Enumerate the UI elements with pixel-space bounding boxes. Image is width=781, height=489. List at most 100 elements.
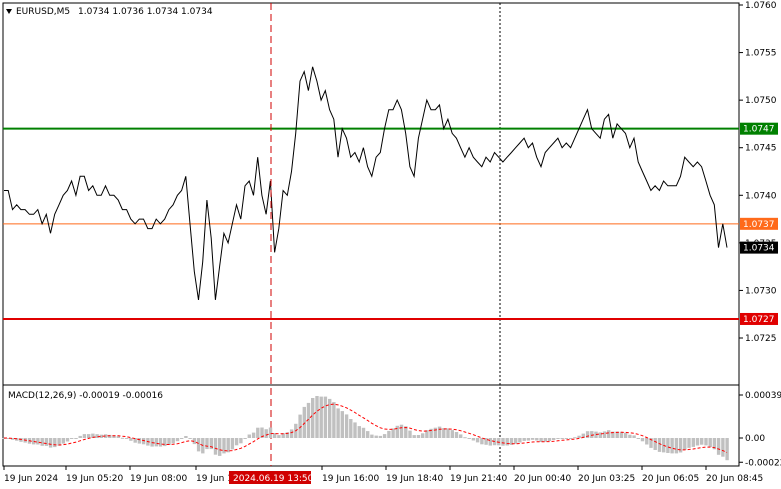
macd-bar xyxy=(234,438,239,446)
macd-tick-label: -0.00022 xyxy=(745,458,781,468)
macd-bar xyxy=(691,438,695,447)
macd-tick-label: 0.00 xyxy=(745,434,765,444)
macd-bar xyxy=(180,438,184,439)
price-tick-label: 1.0760 xyxy=(745,1,777,11)
macd-bar xyxy=(636,438,640,439)
macd-bar xyxy=(370,434,374,438)
macd-bar xyxy=(319,396,323,438)
macd-bar xyxy=(649,438,653,448)
price-axis: 1.07601.07551.07501.07451.07401.07351.07… xyxy=(739,1,777,344)
macd-bar xyxy=(125,438,129,439)
macd-bar xyxy=(530,438,535,440)
macd-bar xyxy=(666,438,670,453)
macd-bar xyxy=(399,424,404,438)
macd-bar xyxy=(57,438,61,446)
macd-bar xyxy=(556,438,560,439)
macd-bar xyxy=(560,438,564,439)
macd-bar xyxy=(683,438,687,450)
time-tick-label: 19 Jun 1 xyxy=(196,474,233,484)
macd-bar xyxy=(695,438,700,446)
macd-bar xyxy=(340,411,344,438)
macd-bar xyxy=(442,428,446,438)
macd-bar xyxy=(260,427,264,438)
price-tick-label: 1.0750 xyxy=(745,96,777,106)
macd-axis: 0.00039 0.00 -0.00022 xyxy=(739,391,781,468)
time-tick-label: 19 Jun 18:40 xyxy=(386,474,443,484)
macd-bar xyxy=(725,438,729,461)
macd-bar xyxy=(256,427,260,438)
macd-bar xyxy=(480,438,484,445)
dropdown-triangle-icon[interactable] xyxy=(6,9,12,14)
macd-bar xyxy=(467,438,471,439)
macd-bar xyxy=(484,438,488,445)
macd-bar xyxy=(40,438,44,446)
level-tag-bg xyxy=(740,312,778,325)
macd-bar xyxy=(230,438,235,450)
level-tag-label: 1.0727 xyxy=(743,315,775,325)
macd-bar xyxy=(361,427,366,438)
macd-bar xyxy=(15,438,19,441)
macd-bar xyxy=(222,438,226,454)
macd-bar xyxy=(421,433,425,438)
macd-bar xyxy=(226,438,230,453)
macd-bar xyxy=(289,429,294,438)
macd-bar xyxy=(44,438,49,446)
macd-bar xyxy=(78,435,82,438)
macd-bar xyxy=(349,419,353,438)
macd-bar xyxy=(721,438,725,457)
macd-bar xyxy=(129,438,133,441)
time-tick-label: 20 Jun 03:25 xyxy=(578,474,635,484)
macd-bar xyxy=(281,433,285,438)
macd-bar xyxy=(497,438,501,446)
macd-bar xyxy=(209,438,213,450)
macd-bar xyxy=(323,396,328,438)
current-price-tag xyxy=(740,241,778,254)
macd-bar xyxy=(404,426,408,438)
macd-bar xyxy=(459,434,463,438)
macd-bar xyxy=(99,434,103,438)
macd-bar xyxy=(569,438,573,439)
macd-bar xyxy=(446,428,450,438)
macd-bar xyxy=(336,408,340,438)
macd-bar xyxy=(387,430,391,438)
time-tick-label: 20 Jun 00:40 xyxy=(514,474,571,484)
macd-bar xyxy=(598,432,602,438)
macd-bar xyxy=(61,438,65,444)
crosshair-time-tag xyxy=(229,471,311,484)
macd-bar xyxy=(505,438,509,446)
macd-bar xyxy=(357,426,361,438)
time-tick-label: 19 Jun 05:20 xyxy=(66,474,123,484)
macd-bar xyxy=(712,438,717,450)
macd-bar xyxy=(611,431,615,438)
macd-bar xyxy=(674,438,679,454)
macd-bar xyxy=(353,422,357,438)
price-panel-frame xyxy=(2,2,740,386)
macd-bar xyxy=(382,434,387,438)
macd-tick-label: 0.00039 xyxy=(745,391,781,401)
macd-bar xyxy=(48,438,53,448)
macd-bar xyxy=(700,438,704,445)
macd-bar xyxy=(137,438,142,444)
macd-histogram xyxy=(2,396,729,461)
macd-bar xyxy=(74,438,78,439)
macd-bar xyxy=(298,414,302,438)
price-line xyxy=(4,66,728,300)
macd-bar xyxy=(518,438,522,443)
macd-bar xyxy=(95,434,99,438)
level-tag-bg xyxy=(740,217,778,230)
macd-bar xyxy=(158,438,163,447)
macd-bar xyxy=(615,431,619,438)
macd-bar xyxy=(175,438,180,442)
macd-bar xyxy=(141,438,146,445)
macd-bar xyxy=(65,438,70,442)
macd-panel-frame xyxy=(2,384,740,467)
time-tick-label: 20 Jun 08:45 xyxy=(706,474,763,484)
macd-signal-line xyxy=(4,403,728,453)
macd-bar xyxy=(154,438,158,447)
macd-bar xyxy=(590,431,594,438)
macd-bar xyxy=(315,396,319,438)
macd-bar xyxy=(429,428,433,438)
current-price-label: 1.0734 xyxy=(743,244,775,254)
